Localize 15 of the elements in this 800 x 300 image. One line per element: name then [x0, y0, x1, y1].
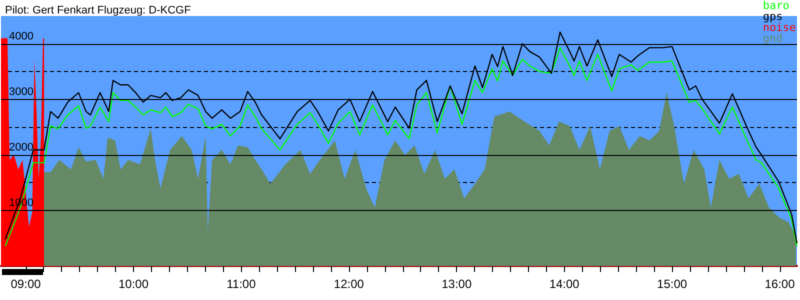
x-tick-label: 13:00 [442, 277, 472, 291]
text: noise [762, 21, 796, 34]
x-tick-label: 15:00 [657, 277, 688, 291]
text: gnd [762, 32, 783, 45]
text: baro [762, 0, 790, 12]
x-tick-label: 12:00 [334, 277, 364, 291]
x-tick-label: 11:00 [226, 277, 256, 291]
chart-title: Pilot: Gert Fenkart Flugzeug: D-KCGF [5, 4, 192, 16]
y-tick-label: 4000 [9, 30, 34, 42]
x-tick-label: 09:00 [10, 277, 42, 291]
y-tick-label: 2000 [9, 141, 34, 154]
x-tick-label: 14:00 [549, 277, 580, 291]
x-tick-label: 10:00 [118, 277, 149, 291]
y-tick-label: 3000 [9, 86, 34, 98]
x-tick-label: 16:00 [764, 277, 796, 291]
